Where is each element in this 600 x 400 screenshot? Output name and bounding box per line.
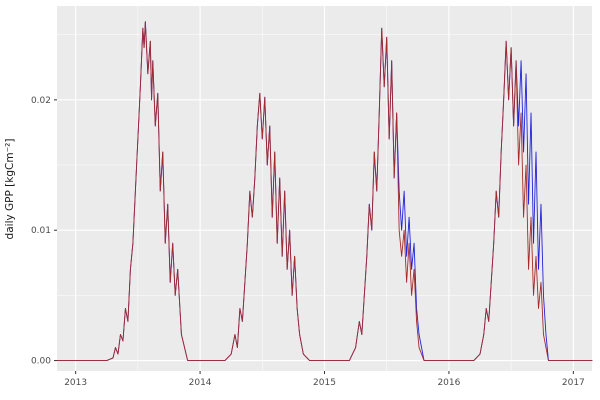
y-tick-label: 0.01 <box>31 226 51 236</box>
y-axis-tick-labels: 0.00 0.01 0.02 <box>31 96 51 367</box>
series-darkred-line <box>56 21 593 362</box>
y-axis-title: daily GPP [kgCm⁻²] <box>4 139 16 240</box>
axis-ticks <box>54 99 574 374</box>
gridlines-major <box>57 6 592 371</box>
y-tick-label: 0.00 <box>31 357 51 367</box>
y-tick-label: 0.02 <box>31 96 51 106</box>
x-tick-label: 2016 <box>437 378 460 388</box>
x-axis-tick-labels: 2013 2014 2015 2016 2017 <box>64 378 585 388</box>
x-tick-label: 2017 <box>562 378 585 388</box>
x-tick-label: 2015 <box>313 378 336 388</box>
data-series <box>56 21 593 362</box>
x-tick-label: 2014 <box>189 378 212 388</box>
x-tick-label: 2013 <box>64 378 87 388</box>
